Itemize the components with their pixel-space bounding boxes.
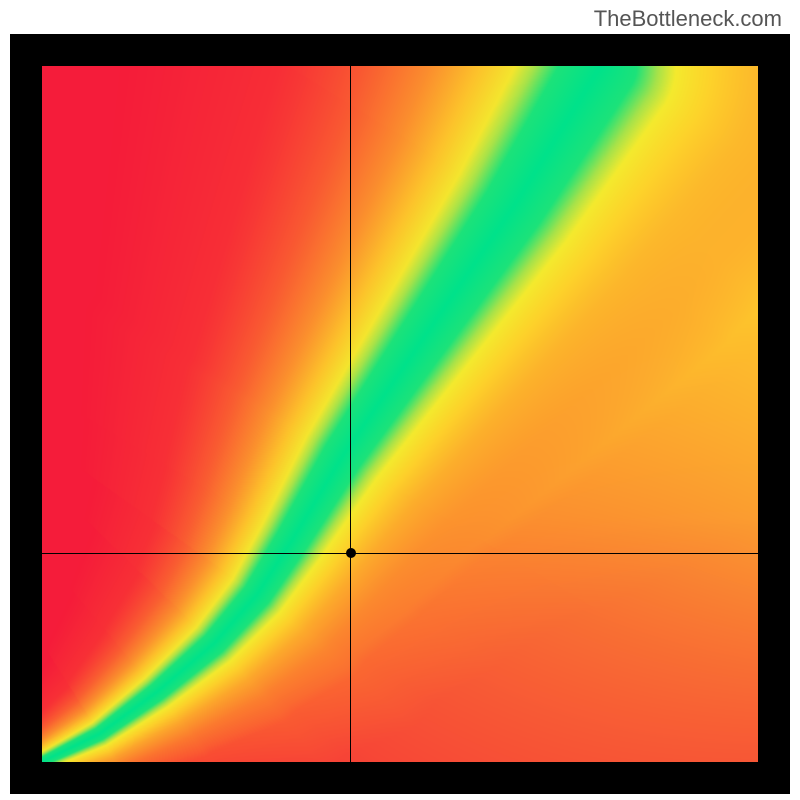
- watermark-text: TheBottleneck.com: [594, 6, 782, 32]
- crosshair-vertical: [350, 66, 351, 762]
- crosshair-marker: [346, 548, 356, 558]
- heatmap-canvas: [42, 66, 758, 762]
- crosshair-horizontal: [42, 553, 758, 554]
- heatmap-plot: [42, 66, 758, 762]
